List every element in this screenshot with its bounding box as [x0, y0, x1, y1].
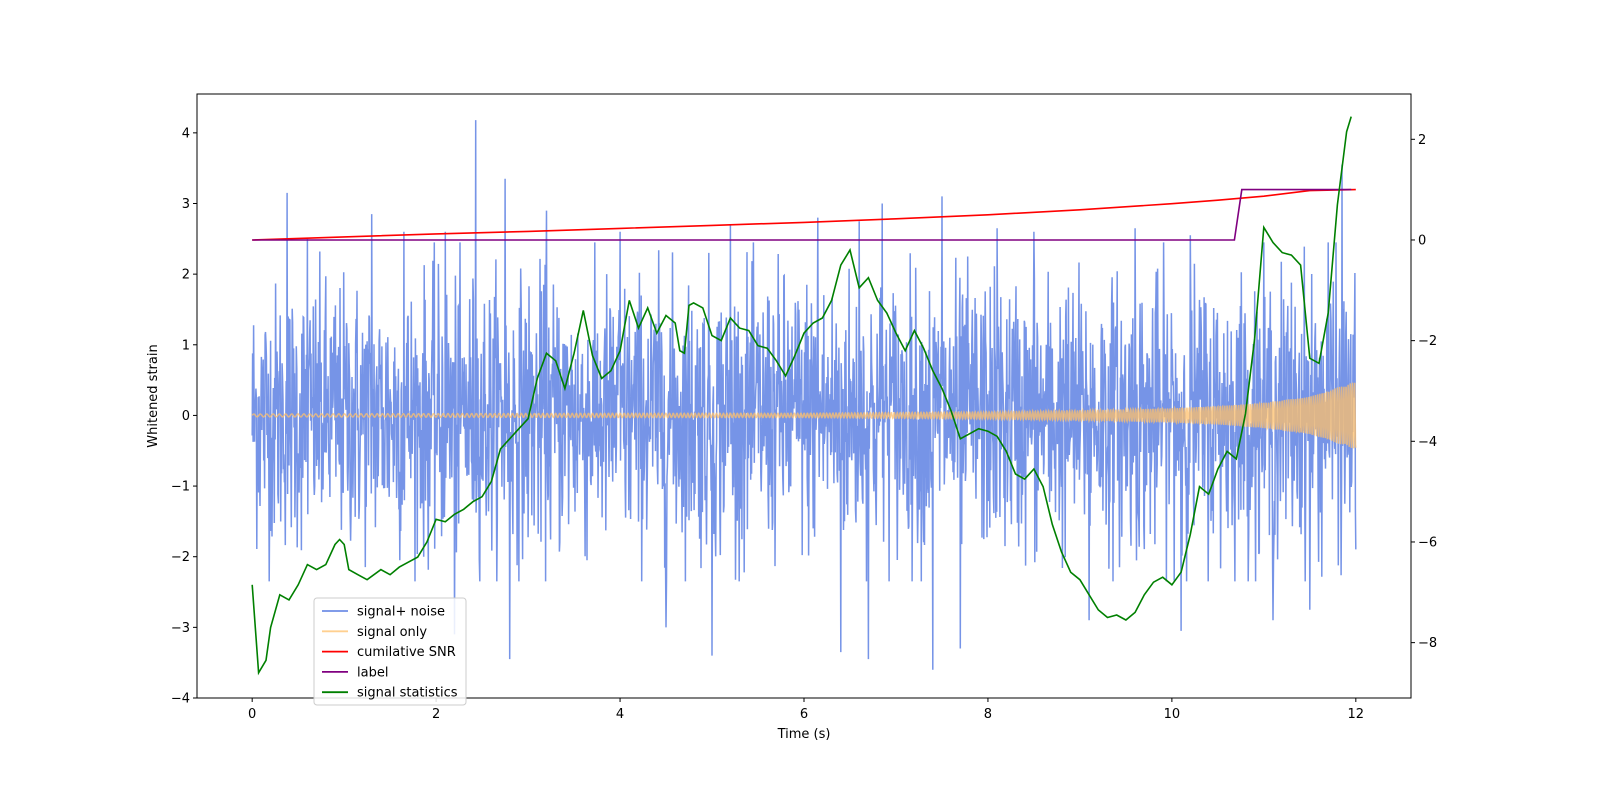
series-signal-only-line: [251, 382, 1357, 449]
y-tick-label: 1: [182, 338, 190, 353]
y-tick-label: 0: [182, 409, 190, 424]
legend-label: label: [357, 665, 388, 680]
x-tick-label: 10: [1164, 707, 1181, 722]
legend-label: signal only: [357, 625, 427, 640]
legend-label: signal+ noise: [357, 605, 445, 620]
y-right-tick-label: −4: [1418, 435, 1437, 450]
series-cumulative-snr-line: [252, 188, 1356, 241]
y-tick-label: −1: [171, 480, 190, 495]
y-right-tick-label: 2: [1418, 133, 1426, 148]
series-signal-statistics-line: [251, 116, 1352, 676]
legend: signal+ noise signal only cumilative SNR la…: [313, 597, 467, 706]
y-right-tick-label: −2: [1418, 334, 1437, 349]
x-tick-label: 12: [1348, 707, 1365, 722]
y-right-tick-label: −6: [1418, 535, 1437, 550]
x-tick-label: 0: [248, 707, 256, 722]
y-tick-label: 2: [182, 268, 190, 283]
y-tick-label: −3: [171, 621, 190, 636]
y-tick-label: 4: [182, 126, 190, 141]
y-tick-label: −2: [171, 550, 190, 565]
legend-box: [313, 597, 467, 706]
plot-area: [251, 116, 1357, 676]
series-signal-noise-line: [251, 120, 1357, 670]
y-tick-label: −4: [171, 692, 190, 707]
x-axis-label: Time (s): [777, 727, 831, 742]
x-tick-label: 2: [432, 707, 440, 722]
legend-label: signal statistics: [357, 686, 458, 701]
y-tick-label: 3: [182, 197, 190, 212]
y-axis-label: Whitened strain: [146, 344, 161, 447]
legend-label: cumilative SNR: [357, 645, 456, 660]
x-tick-label: 8: [984, 707, 992, 722]
y-right-tick-label: −8: [1418, 636, 1437, 651]
x-tick-label: 6: [800, 707, 808, 722]
x-tick-label: 4: [616, 707, 624, 722]
series-label-line: [252, 188, 1352, 241]
y-right-tick-label: 0: [1418, 233, 1426, 248]
